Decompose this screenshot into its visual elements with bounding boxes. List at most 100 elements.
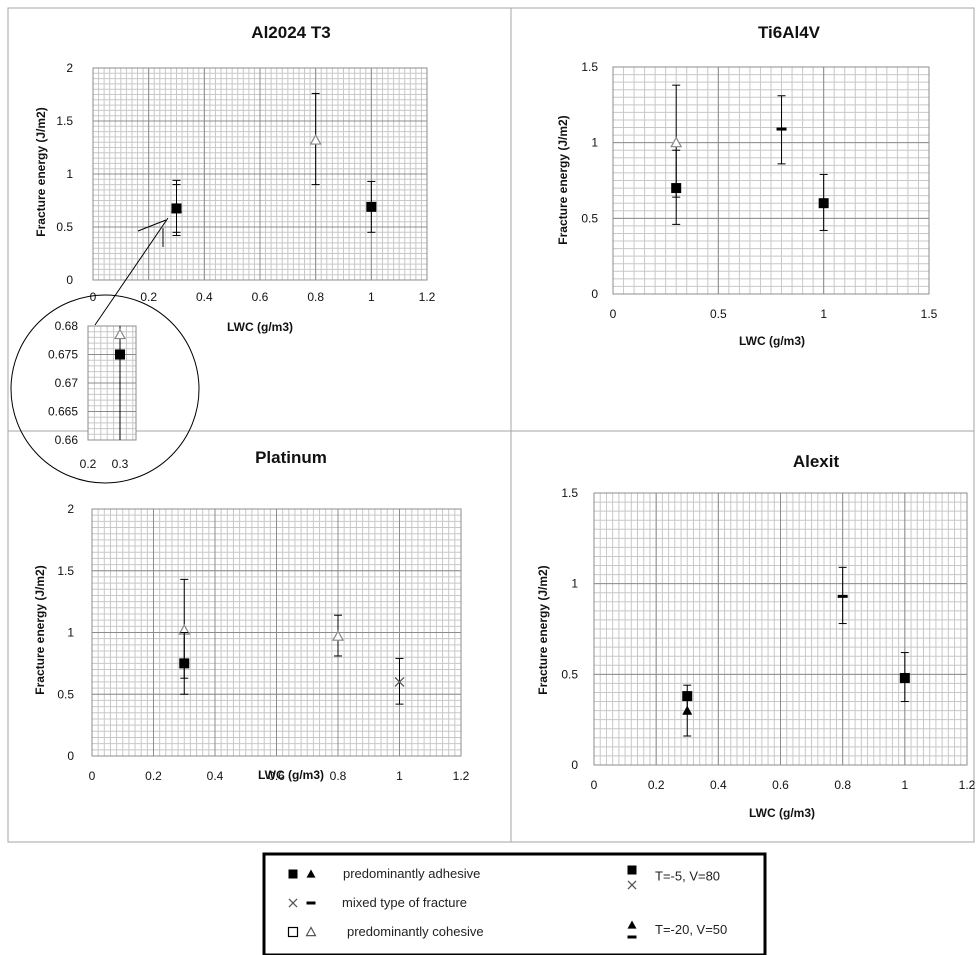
- x-tick-label: 0.8: [330, 769, 347, 783]
- data-point: [818, 198, 829, 209]
- x-tick-label: 1.2: [419, 290, 436, 304]
- y-tick-label: 0.5: [57, 687, 74, 701]
- x-tick-label: 0.4: [196, 290, 213, 304]
- x-tick-label: 0: [610, 307, 617, 321]
- legend-marker: [305, 926, 317, 937]
- legend-box: [262, 852, 767, 955]
- legend-condition-label: T=-20, V=50: [655, 922, 727, 937]
- x-tick-label: 0.8: [834, 778, 851, 792]
- data-point: [682, 705, 693, 715]
- x-tick-label: 0.6: [252, 290, 269, 304]
- data-point: [331, 629, 345, 641]
- chart-5: 0.66 0.665 0.67 0.675 0.68 0.2 0.3: [48, 319, 137, 471]
- x-tick-label: 1: [368, 290, 375, 304]
- x-tick-label: 0.8: [307, 290, 324, 304]
- x-tick-label: 0.6: [268, 769, 285, 783]
- x-tick-label: 0.6: [772, 778, 789, 792]
- gridlines: [593, 492, 968, 766]
- y-tick-label: 1: [67, 626, 74, 640]
- y-tick-label: 0.665: [48, 405, 78, 419]
- x-tick-label: 0.2: [140, 290, 157, 304]
- legend-marker: [306, 869, 316, 878]
- y-axis-label: Fracture energy (J/m2): [33, 565, 47, 694]
- y-tick-label: 0.5: [561, 667, 578, 681]
- y-tick-label: 0: [67, 749, 74, 763]
- chart-title: Ti6Al4V: [758, 23, 821, 42]
- chart-title: Al2024 T3: [251, 23, 330, 42]
- chart-2: 0 0.5 1 1.5 0 0.5 1 1.5 Ti6Al4V LWC (g/m3) Fractur…: [556, 23, 938, 348]
- legend-label: predominantly cohesive: [347, 924, 484, 939]
- x-tick-label: 1.2: [453, 769, 470, 783]
- y-axis-label: Fracture energy (J/m2): [536, 565, 550, 694]
- gridlines: [91, 508, 462, 757]
- gridlines: [87, 325, 136, 441]
- x-tick-label: 1.2: [959, 778, 976, 792]
- x-tick-label: 1.5: [921, 307, 938, 321]
- inset-circle: [10, 294, 200, 484]
- y-tick-label: 0.67: [55, 376, 79, 390]
- legend-label: mixed type of fracture: [342, 895, 467, 910]
- legend-condition-label: T=-5, V=80: [655, 869, 720, 884]
- data-point: [179, 658, 190, 669]
- inset-callout: [10, 217, 200, 484]
- y-tick-label: 0.66: [55, 433, 79, 447]
- x-tick-label: 1: [396, 769, 403, 783]
- legend-marker: [288, 898, 298, 908]
- x-tick-label: 0.4: [207, 769, 224, 783]
- legend-marker: [627, 865, 637, 875]
- data-point: [115, 349, 125, 360]
- legend-label: predominantly adhesive: [343, 866, 480, 881]
- plot-frame: [87, 325, 137, 441]
- x-tick-label: 0: [90, 290, 97, 304]
- data-point: [671, 183, 682, 194]
- y-tick-label: 1: [591, 136, 598, 150]
- y-tick-label: 0.68: [55, 319, 79, 333]
- x-tick-label: 0.4: [710, 778, 727, 792]
- data-point: [899, 672, 910, 683]
- chart-4: 0 0.5 1 1.5 0 0.2 0.4 0.6 0.8 1 1.2 Alexit LWC (g/m3…: [536, 452, 976, 820]
- x-tick-label: 0.3: [112, 457, 129, 471]
- y-tick-label: 2: [67, 502, 74, 516]
- y-tick-label: 0.675: [48, 348, 78, 362]
- y-tick-label: 0.5: [56, 220, 73, 234]
- data-point: [366, 201, 377, 212]
- plot-frame: [612, 66, 930, 295]
- x-axis-label: LWC (g/m3): [749, 806, 815, 820]
- x-tick-label: 0: [89, 769, 96, 783]
- inset-arrow-head-1: [137, 219, 167, 232]
- chart-1: 0 0.5 1 1.5 2 0 0.2 0.4 0.6 0.8 1 1.2 Al2024 T3 LWC (…: [34, 23, 436, 334]
- figure-frame: [7, 7, 975, 843]
- inset-arrow-line: [94, 217, 169, 326]
- chart-3: 0 0.5 1 1.5 2 0 0.2 0.4 0.6 0.8 1 1.2 Platinum LWC (g…: [33, 448, 470, 783]
- data-point: [171, 203, 182, 214]
- y-tick-label: 0.5: [581, 211, 598, 225]
- gridlines: [92, 67, 428, 281]
- x-tick-label: 1: [901, 778, 908, 792]
- y-axis-label: Fracture energy (J/m2): [556, 115, 570, 244]
- x-tick-label: 0.5: [710, 307, 727, 321]
- x-axis-label: LWC (g/m3): [227, 320, 293, 334]
- plot-frame: [593, 492, 968, 766]
- plot-frame: [91, 508, 462, 757]
- data-point: [837, 594, 848, 598]
- plot-frame: [92, 67, 428, 281]
- legend-marker: [627, 880, 637, 890]
- y-tick-label: 1.5: [56, 114, 73, 128]
- y-tick-label: 0: [591, 287, 598, 301]
- x-tick-label: 0.2: [648, 778, 665, 792]
- x-tick-label: 0.2: [145, 769, 162, 783]
- data-point: [113, 328, 127, 340]
- data-point: [309, 133, 322, 145]
- y-tick-label: 1.5: [561, 486, 578, 500]
- y-tick-label: 0: [571, 758, 578, 772]
- data-point: [670, 136, 683, 148]
- legend-marker: [627, 935, 637, 939]
- y-tick-label: 2: [66, 61, 73, 75]
- chart-title: Platinum: [255, 448, 327, 467]
- x-tick-label: 1: [820, 307, 827, 321]
- charts-layer: 0 0.5 1 1.5 2 0 0.2 0.4 0.6 0.8 1 1.2 Al2024 T3 LWC (…: [33, 23, 976, 820]
- chart-title: Alexit: [793, 452, 840, 471]
- data-point: [776, 127, 787, 131]
- y-tick-label: 1.5: [57, 564, 74, 578]
